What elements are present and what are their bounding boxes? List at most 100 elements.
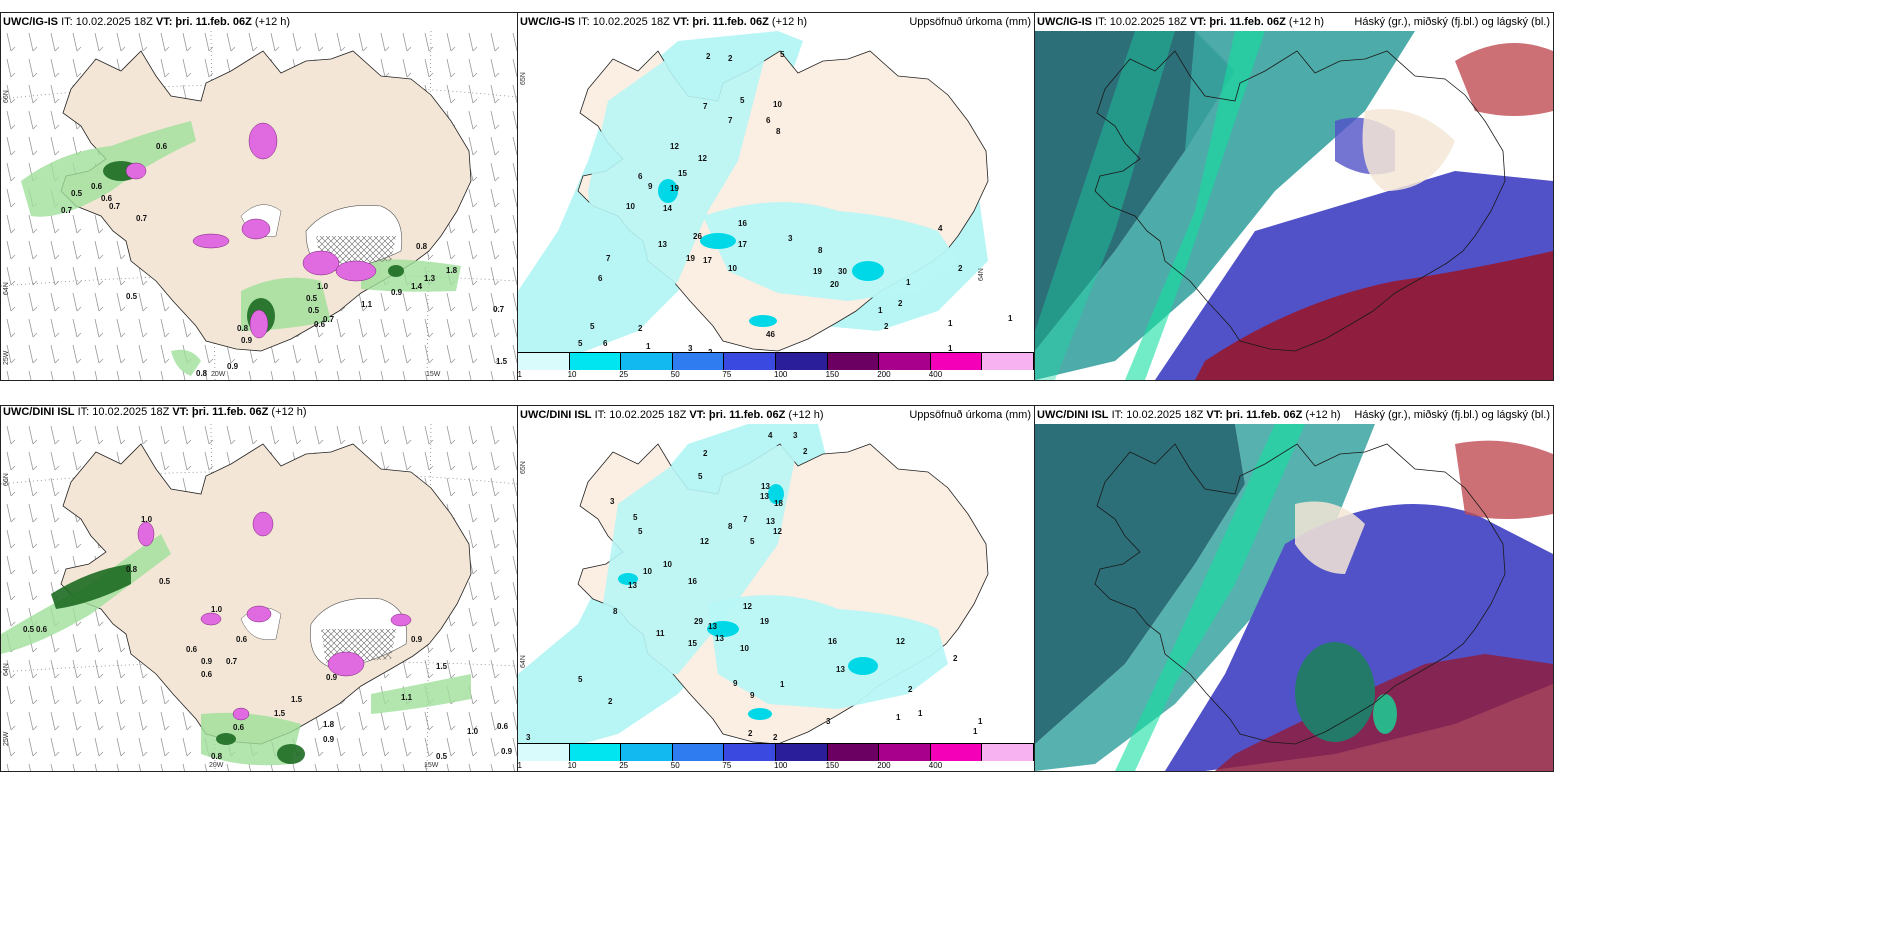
precip-value: 10 bbox=[643, 567, 652, 576]
colorbar-label: 400 bbox=[928, 761, 943, 770]
iceland-outline bbox=[1094, 50, 1506, 352]
precip-value: 2 bbox=[748, 729, 753, 738]
colorbar-swatch bbox=[518, 353, 570, 370]
precip-value: 1 bbox=[948, 344, 953, 353]
wind-value: 0.9 bbox=[241, 336, 253, 345]
lat-label: 65N bbox=[520, 461, 527, 474]
wind-value: 0.7 bbox=[493, 305, 505, 314]
model-name: UWC/DINI ISL bbox=[520, 409, 592, 421]
wind-value: 0.5 bbox=[126, 292, 138, 301]
wind-value: 0.6 bbox=[236, 635, 248, 644]
precip-value: 1 bbox=[1008, 314, 1013, 323]
wind-value: 0.8 bbox=[416, 242, 428, 251]
colorbar-swatch bbox=[982, 744, 1034, 761]
lon-label: 15W bbox=[426, 371, 441, 378]
lat-label: 64N bbox=[520, 655, 527, 668]
precip-value: 3 bbox=[610, 497, 615, 506]
colorbar-label: 100 bbox=[774, 370, 788, 379]
forecast-offset: (+12 h) bbox=[254, 16, 291, 28]
cloud-map bbox=[1035, 424, 1553, 771]
precip-value: 19 bbox=[760, 617, 769, 626]
product-title: Uppsöfnuð úrkoma (mm) bbox=[909, 409, 1031, 421]
valid-time: VT: þri. 11.feb. 06Z bbox=[689, 409, 786, 421]
precip-value: 2 bbox=[703, 449, 708, 458]
wind-value: 0.6 bbox=[156, 142, 168, 151]
panel-header: UWC/IG-IS IT: 10.02.2025 18Z VT: þri. 11… bbox=[1, 13, 517, 31]
precip-value: 13 bbox=[628, 581, 637, 590]
panel-clouds-bottom: UWC/DINI ISL IT: 10.02.2025 18Z VT: þri.… bbox=[1034, 405, 1554, 772]
panel-clouds-top: UWC/IG-IS IT: 10.02.2025 18Z VT: þri. 11… bbox=[1034, 12, 1554, 381]
precip-value: 26 bbox=[693, 232, 702, 241]
precip-value: 13 bbox=[658, 240, 667, 249]
precip-value: 16 bbox=[738, 219, 747, 228]
precip-value: 9 bbox=[648, 182, 653, 191]
colorbar-swatch bbox=[672, 353, 725, 370]
panel-wind-top: UWC/IG-IS IT: 10.02.2025 18Z VT: þri. 11… bbox=[0, 12, 518, 381]
wind-value: 0.8 bbox=[196, 369, 208, 378]
colorbar-swatch bbox=[827, 744, 880, 761]
precip-value: 29 bbox=[694, 617, 703, 626]
panel-header: UWC/DINI ISL IT: 10.02.2025 18Z VT: þri.… bbox=[518, 406, 1034, 424]
colorbar-label: 200 bbox=[877, 761, 891, 770]
lat-label: 64N bbox=[3, 282, 10, 295]
precip-value: 8 bbox=[613, 607, 618, 616]
init-time: IT: 10.02.2025 18Z bbox=[594, 409, 687, 421]
precip-value: 1 bbox=[906, 278, 911, 287]
iceland-outline bbox=[1094, 443, 1506, 745]
colorbar-swatch bbox=[724, 744, 776, 761]
precip-value: 6 bbox=[598, 274, 603, 283]
wind-value: 1.0 bbox=[317, 282, 329, 291]
wind-value: 0.5 bbox=[436, 752, 448, 761]
colorbar-label: 200 bbox=[877, 370, 891, 379]
precip-value: 15 bbox=[678, 169, 687, 178]
precip-value: 8 bbox=[728, 522, 733, 531]
precip-value: 10 bbox=[728, 264, 737, 273]
colorbar-swatch bbox=[621, 353, 673, 370]
wind-value: 1.1 bbox=[401, 693, 413, 702]
valid-time: VT: þri. 11.feb. 06Z bbox=[1189, 16, 1286, 28]
precip-value: 3 bbox=[826, 717, 831, 726]
precip-value: 7 bbox=[728, 116, 733, 125]
valid-time: VT: þri. 11.feb. 06Z bbox=[672, 16, 769, 28]
colorbar-swatch bbox=[569, 353, 622, 370]
colorbar-label: 50 bbox=[670, 761, 680, 770]
colorbar-swatch bbox=[518, 744, 570, 761]
panel-header: UWC/IG-IS IT: 10.02.2025 18Z VT: þri. 11… bbox=[518, 13, 1034, 31]
precip-value: 20 bbox=[830, 280, 839, 289]
wind-value: 1.5 bbox=[436, 662, 448, 671]
colorbar-label: 1 bbox=[517, 370, 522, 379]
forecast-offset: (+12 h) bbox=[771, 16, 808, 28]
precip-value: 10 bbox=[626, 202, 635, 211]
panel-header: UWC/DINI ISL IT: 10.02.2025 18Z VT: þri.… bbox=[1035, 406, 1553, 424]
precip-value: 2 bbox=[608, 697, 613, 706]
model-name: UWC/DINI ISL bbox=[1037, 409, 1109, 421]
wind-value: 0.6 bbox=[101, 194, 113, 203]
precip-value: 5 bbox=[780, 50, 785, 59]
precip-value: 16 bbox=[828, 637, 837, 646]
precip-value: 9 bbox=[733, 679, 738, 688]
precip-value: 12 bbox=[670, 142, 679, 151]
precip-map: 2 4 3 2 5 3 5 5 13 13 18 13 12 10 5 8 7 … bbox=[518, 424, 989, 745]
wind-map: 0.6 0.5 0.7 0.6 0.6 0.7 0.5 0.7 0.8 1.0 … bbox=[1, 31, 517, 380]
precip-value: 3 bbox=[526, 733, 531, 742]
wind-value: 0.5 bbox=[23, 625, 35, 634]
precip-value: 13 bbox=[708, 622, 717, 631]
precip-values: 2 2 5 7 7 5 10 6 8 12 12 15 19 14 26 16 … bbox=[578, 50, 1013, 354]
precip-value: 3 bbox=[793, 431, 798, 440]
lon-label: 20W bbox=[209, 762, 224, 769]
init-time: IT: 10.02.2025 18Z bbox=[61, 16, 153, 28]
precip-value: 1 bbox=[918, 709, 923, 718]
colorbar-label: 150 bbox=[825, 370, 839, 379]
wind-value: 0.9 bbox=[411, 635, 423, 644]
precip-value: 4 bbox=[768, 431, 773, 440]
precip-value: 13 bbox=[836, 665, 845, 674]
lat-label: 64N bbox=[3, 663, 10, 676]
precip-value: 2 bbox=[708, 348, 713, 354]
colorbar-swatch bbox=[982, 353, 1034, 370]
wind-value: 0.9 bbox=[391, 288, 403, 297]
init-time: IT: 10.02.2025 18Z bbox=[1111, 409, 1204, 421]
lon-label: 25W bbox=[3, 731, 10, 746]
precip-value: 2 bbox=[884, 322, 889, 331]
wind-value: 0.8 bbox=[237, 324, 249, 333]
colorbar-label: 100 bbox=[774, 761, 788, 770]
